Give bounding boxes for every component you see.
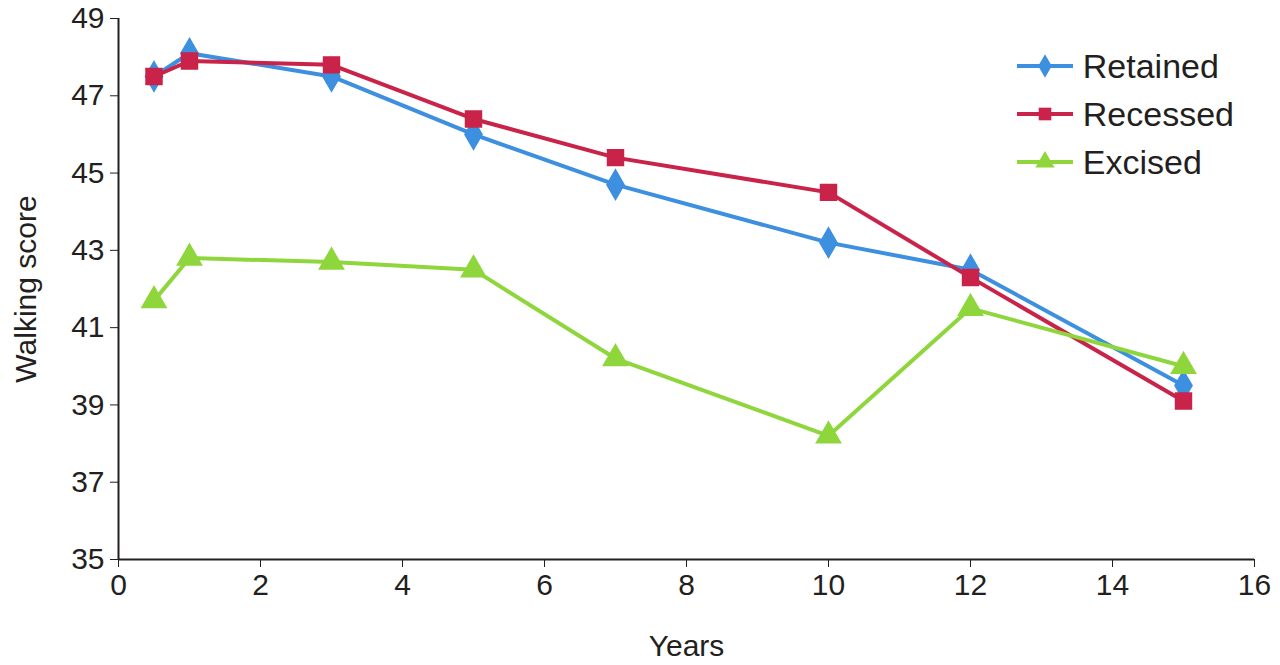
svg-text:6: 6 bbox=[536, 568, 553, 601]
svg-text:45: 45 bbox=[71, 156, 104, 189]
svg-text:41: 41 bbox=[71, 310, 104, 343]
svg-text:49: 49 bbox=[71, 1, 104, 34]
svg-text:0: 0 bbox=[110, 568, 127, 601]
svg-text:4: 4 bbox=[394, 568, 411, 601]
html-text:Retained: Retained bbox=[1082, 46, 1219, 85]
svg-text:39: 39 bbox=[71, 388, 104, 421]
html-text:Excised: Excised bbox=[1082, 142, 1202, 181]
svg-text:14: 14 bbox=[1096, 568, 1129, 601]
svg-text:47: 47 bbox=[71, 78, 104, 111]
svg-text:Walking score: Walking score bbox=[9, 195, 42, 382]
html-text:Recessed: Recessed bbox=[1082, 94, 1234, 133]
svg-text:8: 8 bbox=[678, 568, 695, 601]
svg-text:12: 12 bbox=[954, 568, 987, 601]
svg-text:10: 10 bbox=[812, 568, 845, 601]
svg-text:2: 2 bbox=[252, 568, 269, 601]
svg-text:Years: Years bbox=[649, 629, 725, 662]
svg-text:35: 35 bbox=[71, 542, 104, 575]
svg-text:37: 37 bbox=[71, 465, 104, 498]
svg-text:43: 43 bbox=[71, 233, 104, 266]
svg-text:16: 16 bbox=[1238, 568, 1271, 601]
